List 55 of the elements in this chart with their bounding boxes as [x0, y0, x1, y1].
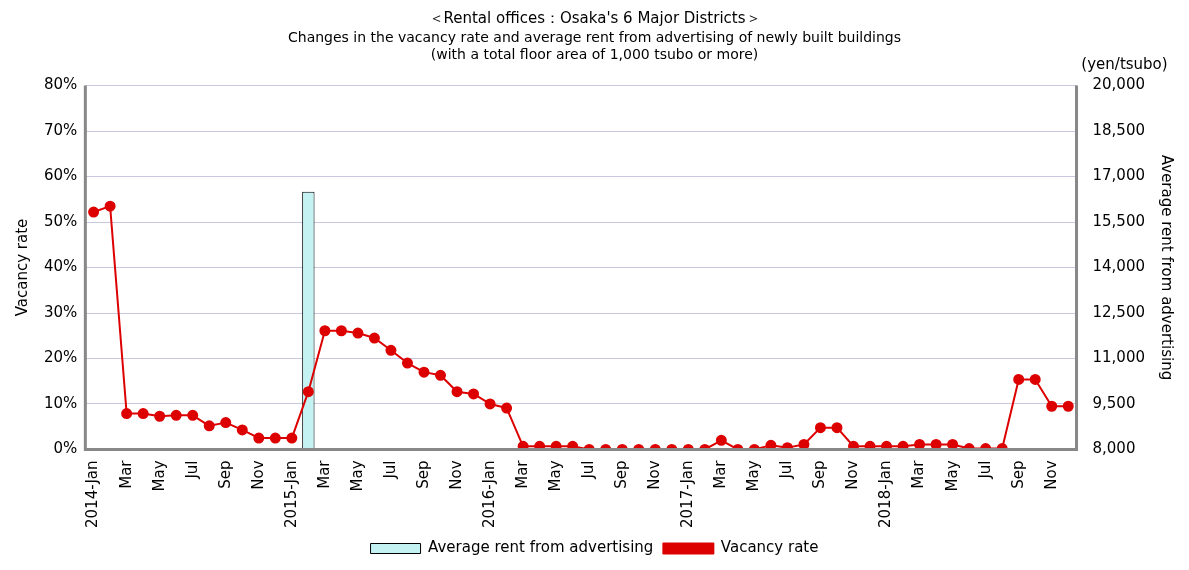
x-tick-label: 2018-Jan [876, 460, 895, 528]
y-tick-label: 30% [44, 302, 78, 321]
y2-tick-label: 8,000 [1092, 439, 1136, 458]
x-tick-label: Nov [446, 460, 465, 490]
x-tick-label: May [347, 460, 366, 492]
legend-label: Vacancy rate [720, 538, 819, 557]
x-tick-label: May [149, 460, 168, 492]
y2-tick-label: 14,000 [1092, 257, 1146, 276]
x-tick-label: Mar [909, 459, 928, 489]
y2-tick-label: 18,500 [1092, 120, 1146, 139]
x-tick-label: May [942, 460, 961, 492]
x-tick-label: 2015-Jan [281, 460, 300, 528]
x-tick-label: Mar [116, 459, 135, 489]
y-tick-label: 10% [44, 393, 78, 412]
x-tick-label: 2017-Jan [678, 460, 697, 528]
chart-subtitle: Changes in the vacancy rate and average rent from advertising of newly built buildings (with a total floor area of 1,000 tsubo or more) [287, 29, 902, 62]
x-tick-label: Nov [248, 460, 267, 490]
x-tick-label: Mar [513, 459, 531, 489]
x-tick-label: Sep [612, 460, 631, 489]
x-tick-label: Sep [810, 460, 829, 489]
text: (yen/tsubo) [1081, 55, 1168, 74]
x-tick-label: Jul [777, 460, 796, 480]
y2-tick-label: 12,500 [1092, 302, 1146, 321]
x-tick-label: Jul [182, 460, 201, 480]
x-tick-label: Sep [215, 460, 234, 489]
y2-tick-label: 11,000 [1092, 348, 1146, 367]
x-tick-label: Sep [413, 460, 432, 489]
x-tick-label: 2016-Jan [479, 460, 498, 528]
y-tick-label: 70% [44, 120, 78, 139]
y2-tick-label: 15,500 [1092, 211, 1146, 230]
legend-label: Average rent from advertising [428, 538, 654, 557]
y-axis-title: Vacancy rate [12, 218, 31, 317]
x-tick-label: Mar [314, 459, 333, 489]
x-tick-label: Sep [1008, 460, 1027, 489]
y-tick-label: 50% [44, 211, 78, 230]
x-tick-label: Jul [579, 460, 598, 480]
x-tick-label: May [744, 460, 763, 492]
x-tick-label: May [546, 460, 565, 492]
y-tick-label: 60% [44, 166, 78, 185]
x-tick-label: Nov [843, 460, 862, 490]
y-tick-label: 20% [44, 348, 78, 367]
x-tick-label: Jul [380, 460, 399, 480]
x-tick-label: Jul [975, 460, 994, 480]
y-tick-label: 40% [44, 257, 78, 276]
y-tick-label: 0% [53, 439, 78, 458]
y2-tick-label: 9,500 [1092, 393, 1136, 412]
x-tick-label: 2014-Jan [83, 460, 102, 528]
y-tick-label: 80% [44, 75, 78, 94]
x-tick-label: Mar [711, 459, 730, 489]
x-tick-label: Nov [645, 460, 664, 490]
chart-title: ＜Rental offices：Osaka's 6 Major Districts＞ [428, 8, 761, 27]
y2-axis-title: Average rent from advertising [1158, 154, 1177, 381]
x-tick-label: Nov [1041, 460, 1060, 490]
y2-tick-label: 17,000 [1092, 166, 1146, 185]
y2-tick-label: 20,000 [1092, 75, 1146, 94]
